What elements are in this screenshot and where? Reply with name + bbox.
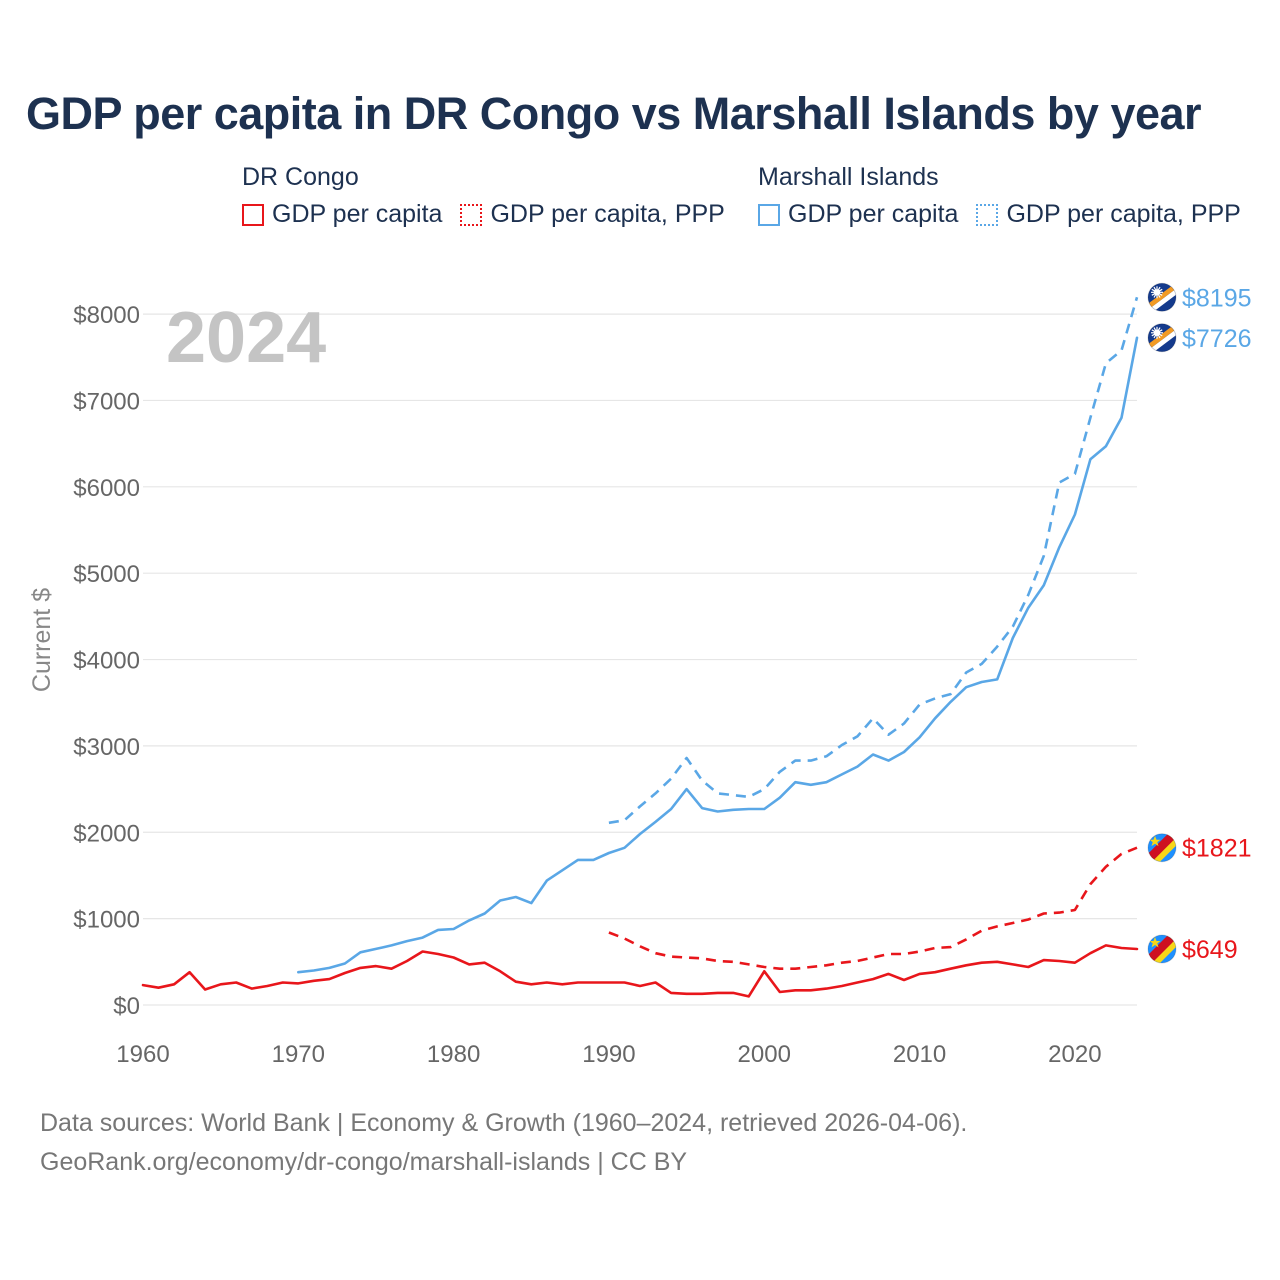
legend-label: GDP per capita, PPP	[490, 200, 725, 228]
x-tick-label: 1960	[116, 1041, 169, 1068]
legend-swatch-dotted	[976, 203, 999, 226]
legend-group-dr-congo: DR Congo GDP per capita GDP per capita, …	[242, 160, 743, 229]
legend-item-mh-gdp-ppp[interactable]: GDP per capita, PPP	[976, 200, 1241, 229]
footer-url[interactable]: GeoRank.org/economy/dr-congo/marshall-is…	[40, 1148, 688, 1176]
end-value-label: $7726	[1182, 325, 1252, 353]
legend-group-title: Marshall Islands	[758, 163, 939, 191]
footer-sources: Data sources: World Bank | Economy & Gro…	[40, 1109, 968, 1137]
legend-label: GDP per capita	[272, 200, 443, 228]
end-value-label: $1821	[1182, 835, 1252, 863]
x-tick-label: 2000	[738, 1041, 791, 1068]
x-tick-label: 1990	[582, 1041, 635, 1068]
y-tick-label: $2000	[73, 820, 140, 847]
series-line-marshall-islands-gdp-per-capita[interactable]	[297, 336, 1139, 974]
y-tick-label: $7000	[73, 388, 140, 415]
legend-item-drc-gdp-ppp[interactable]: GDP per capita, PPP	[460, 200, 725, 229]
dr-congo-flag-icon	[1147, 934, 1177, 964]
x-tick-label: 2010	[893, 1041, 946, 1068]
y-axis-title: Current $	[28, 588, 56, 692]
end-value-label: $649	[1182, 936, 1238, 964]
legend-item-mh-gdp[interactable]: GDP per capita	[758, 200, 958, 229]
legend-swatch-solid	[758, 203, 780, 226]
year-watermark: 2024	[166, 298, 326, 378]
end-value-label: $8195	[1182, 284, 1252, 312]
y-tick-label: $5000	[73, 561, 140, 588]
legend-swatch-solid	[242, 203, 264, 226]
page-title: GDP per capita in DR Congo vs Marshall I…	[26, 88, 1202, 139]
x-tick-label: 1980	[427, 1041, 480, 1068]
series-line-marshall-islands-gdp-per-capita-ppp[interactable]	[608, 296, 1139, 825]
series-line-dr-congo-gdp-per-capita-ppp[interactable]	[608, 846, 1138, 970]
legend-swatch-dotted	[460, 203, 483, 226]
y-tick-label: $6000	[73, 475, 140, 502]
series-line-dr-congo-gdp-per-capita[interactable]	[141, 944, 1139, 998]
y-tick-label: $8000	[73, 302, 140, 329]
legend-label: GDP per capita, PPP	[1006, 200, 1241, 228]
y-tick-label: $0	[113, 993, 140, 1020]
y-tick-label: $3000	[73, 734, 140, 761]
legend-group-title: DR Congo	[242, 163, 359, 191]
y-tick-label: $4000	[73, 648, 140, 675]
y-tick-label: $1000	[73, 907, 140, 934]
marshall-islands-flag-icon	[1147, 282, 1177, 312]
x-tick-label: 2020	[1048, 1041, 1101, 1068]
marshall-islands-flag-icon	[1147, 323, 1177, 353]
x-tick-label: 1970	[272, 1041, 325, 1068]
legend-label: GDP per capita	[788, 200, 959, 228]
footer: Data sources: World Bank | Economy & Gro…	[40, 1104, 967, 1182]
legend-item-drc-gdp[interactable]: GDP per capita	[242, 200, 442, 229]
dr-congo-flag-icon	[1147, 833, 1177, 863]
legend-group-marshall-islands: Marshall Islands GDP per capita GDP per …	[758, 160, 1259, 229]
